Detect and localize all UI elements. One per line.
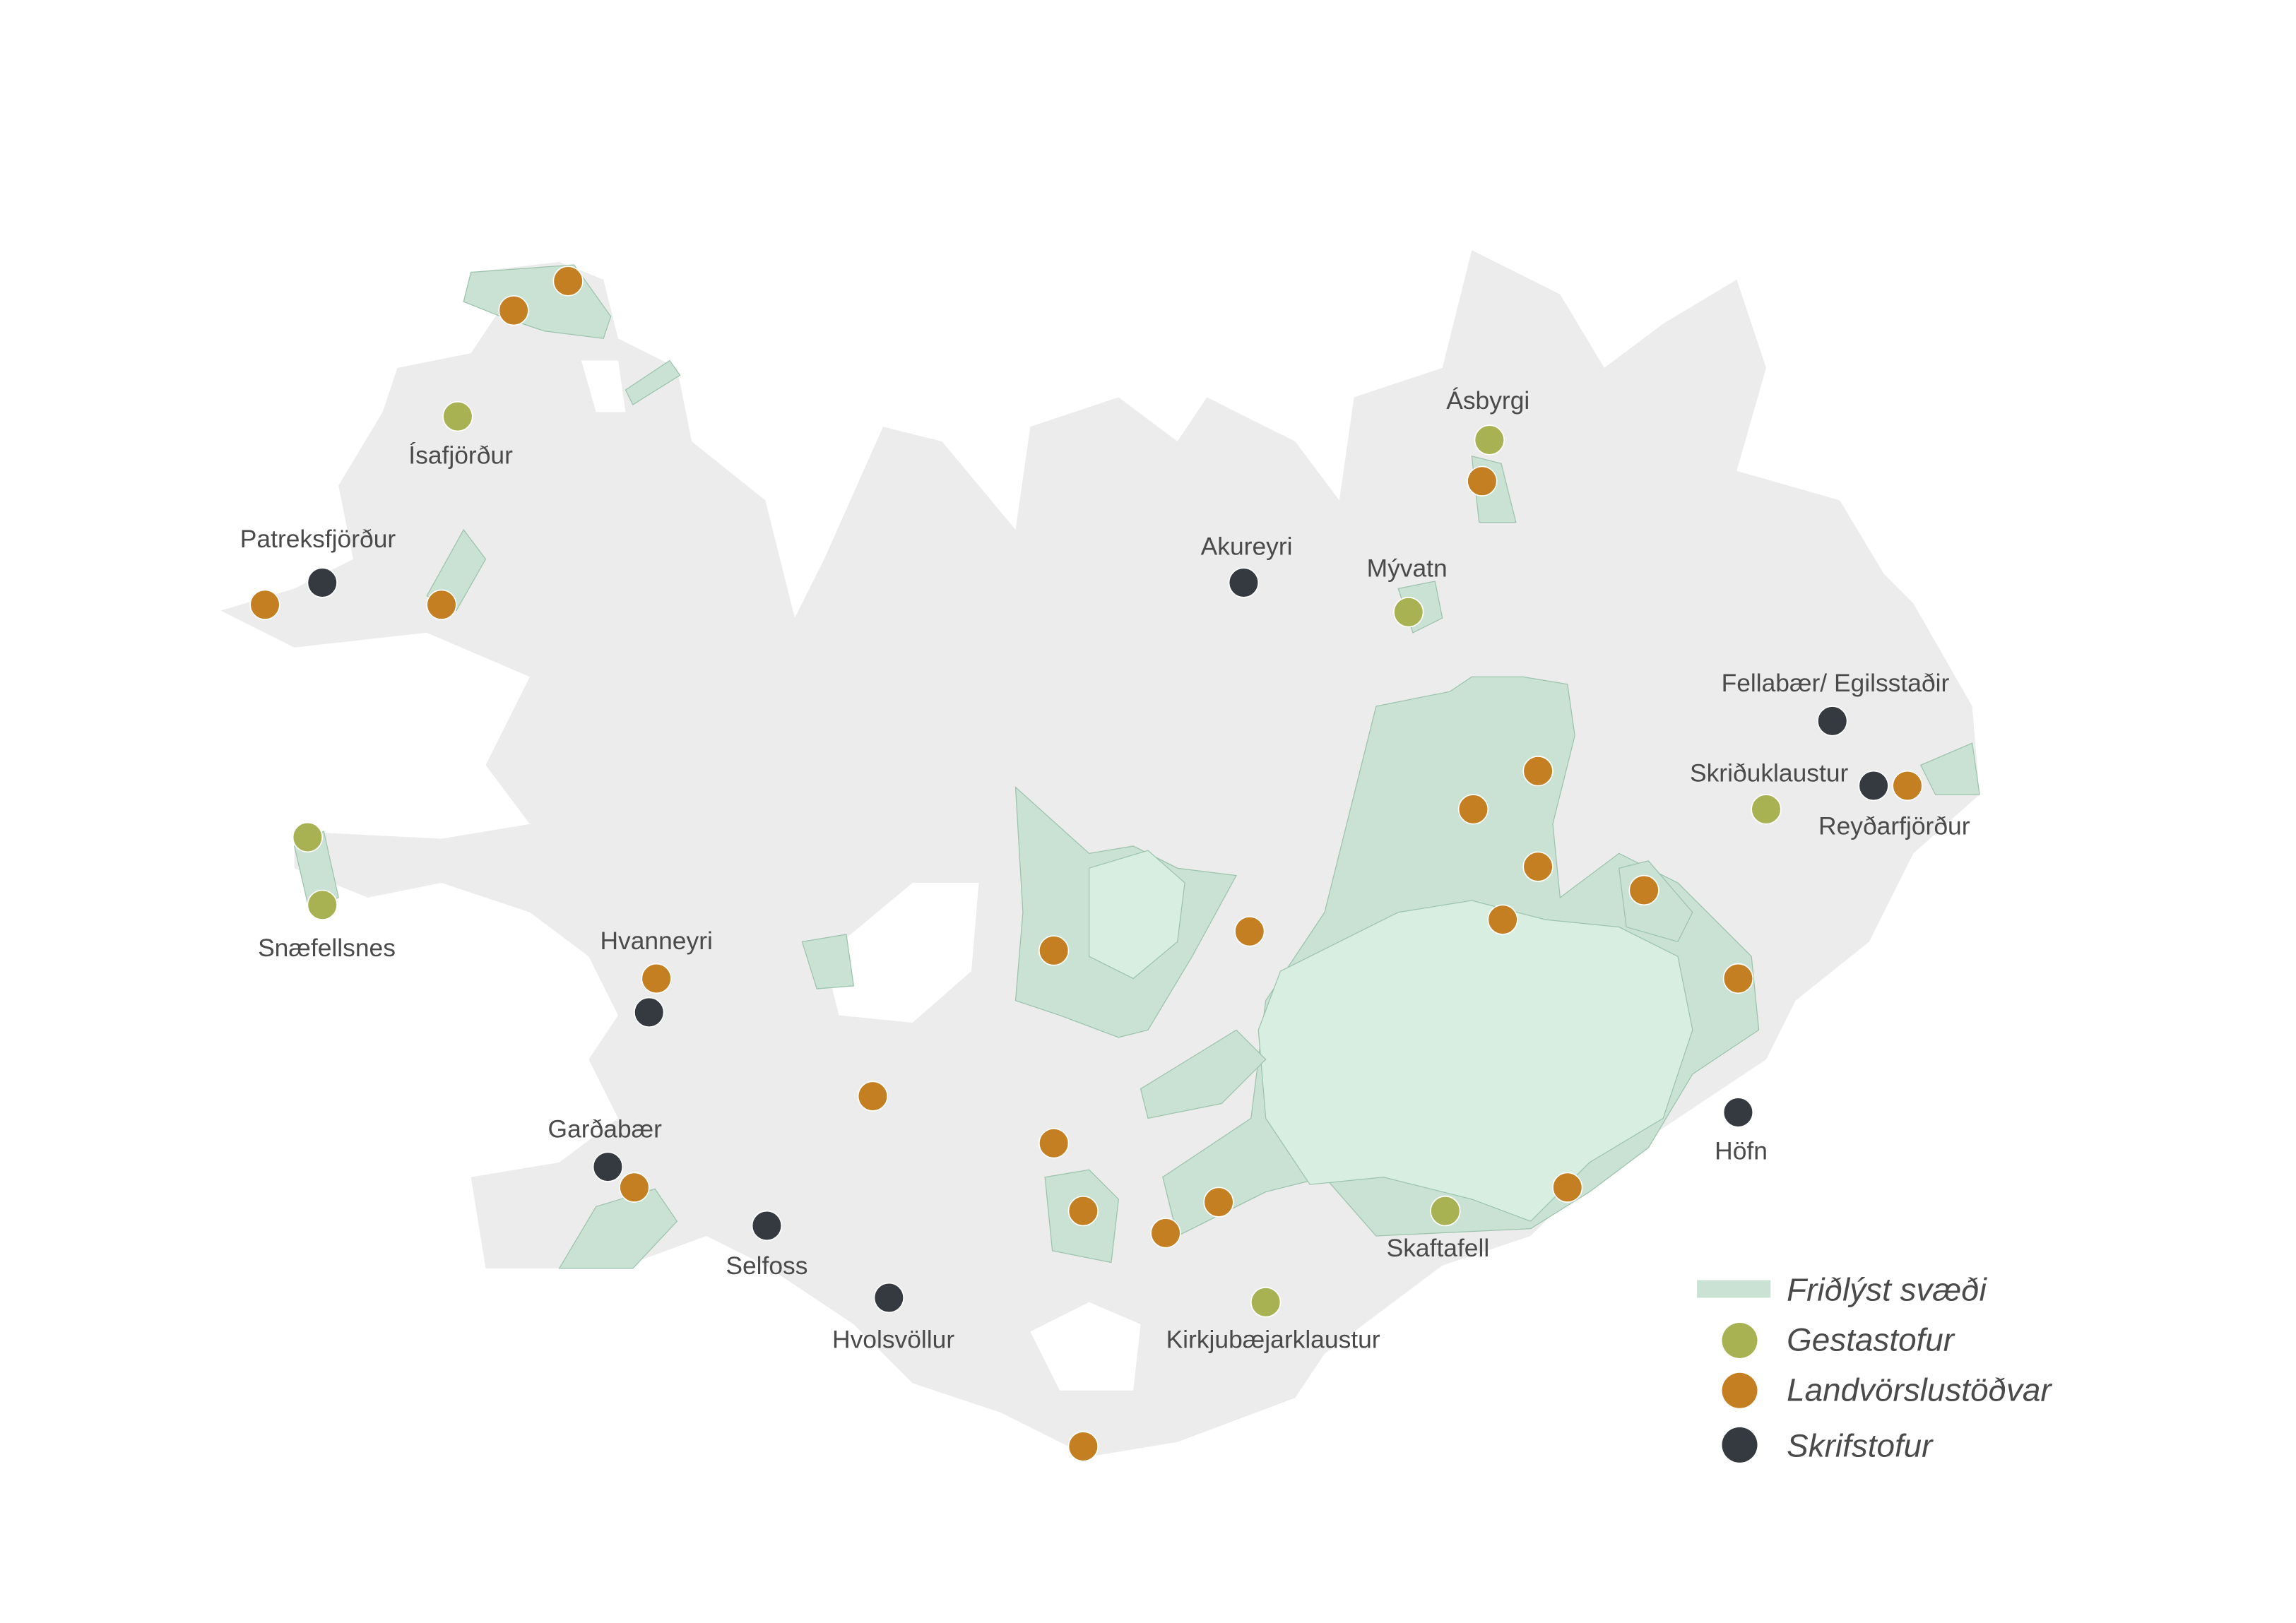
protected-area bbox=[801, 934, 855, 989]
ranger-station-marker[interactable] bbox=[1892, 770, 1923, 802]
ranger-station-marker[interactable] bbox=[641, 963, 672, 994]
place-label: Patreksfjörður bbox=[240, 525, 396, 553]
ranger-station-marker[interactable] bbox=[1467, 465, 1498, 497]
place-label: Reyðarfjörður bbox=[1818, 812, 1970, 840]
markers-layer bbox=[249, 266, 1923, 1462]
visitor-center-marker[interactable] bbox=[1751, 794, 1782, 825]
labels-layer: Ísafjörður Patreksfjörður Ásbyrgi Akurey… bbox=[240, 386, 1970, 1353]
legend-visitor-center-dot bbox=[1722, 1322, 1758, 1358]
ranger-station-marker[interactable] bbox=[857, 1081, 889, 1112]
legend-office-label: Skrifstofur bbox=[1787, 1428, 1934, 1464]
protected-area bbox=[558, 1188, 678, 1269]
ranger-station-marker[interactable] bbox=[1067, 1195, 1099, 1227]
ranger-station-marker[interactable] bbox=[1628, 874, 1659, 906]
ranger-station-marker[interactable] bbox=[619, 1172, 650, 1203]
place-label: Kirkjubæjarklaustur bbox=[1166, 1325, 1380, 1353]
ranger-station-marker[interactable] bbox=[1067, 1431, 1099, 1462]
protected-area bbox=[1140, 1029, 1267, 1119]
legend-office-dot bbox=[1722, 1427, 1758, 1463]
place-label: Selfoss bbox=[726, 1252, 807, 1280]
place-label: Ísafjörður bbox=[408, 441, 513, 469]
place-label: Hvanneyri bbox=[600, 927, 712, 955]
office-marker[interactable] bbox=[1817, 706, 1848, 737]
office-marker[interactable] bbox=[751, 1210, 783, 1242]
legend-ranger-station-dot bbox=[1722, 1372, 1758, 1408]
protected-area bbox=[625, 359, 681, 405]
legend: Friðlýst svæði Gestastofur Landvörslustö… bbox=[1697, 1272, 2052, 1464]
visitor-center-marker[interactable] bbox=[1474, 424, 1505, 456]
visitor-center-marker[interactable] bbox=[1430, 1195, 1461, 1227]
ranger-station-marker[interactable] bbox=[1522, 851, 1554, 882]
office-marker[interactable] bbox=[1858, 770, 1889, 802]
visitor-center-marker[interactable] bbox=[307, 889, 338, 920]
ranger-station-marker[interactable] bbox=[498, 295, 529, 326]
visitor-center-marker[interactable] bbox=[1250, 1287, 1282, 1318]
office-marker[interactable] bbox=[1722, 1097, 1754, 1128]
ranger-station-marker[interactable] bbox=[1552, 1172, 1583, 1203]
place-label: Skaftafell bbox=[1387, 1234, 1490, 1262]
place-label: Hvolsvöllur bbox=[832, 1325, 954, 1353]
ranger-station-marker[interactable] bbox=[1522, 756, 1554, 787]
visitor-center-marker[interactable] bbox=[1393, 597, 1424, 628]
ranger-station-marker[interactable] bbox=[1457, 794, 1489, 825]
lake bbox=[581, 360, 626, 412]
place-label: Skriðuklaustur bbox=[1690, 759, 1849, 787]
protected-area bbox=[1919, 742, 1980, 795]
place-label: Snæfellsnes bbox=[258, 934, 396, 962]
ranger-station-marker[interactable] bbox=[552, 266, 584, 297]
ranger-station-marker[interactable] bbox=[1203, 1187, 1234, 1218]
protected-area bbox=[1089, 850, 1185, 980]
legend-ranger-station-label: Landvörslustöðvar bbox=[1787, 1372, 2052, 1408]
ranger-station-marker[interactable] bbox=[1150, 1218, 1181, 1249]
lake bbox=[1030, 1302, 1141, 1391]
place-label: Höfn bbox=[1715, 1137, 1768, 1165]
lake bbox=[824, 883, 979, 1023]
legend-protected-area-label: Friðlýst svæði bbox=[1787, 1272, 1987, 1308]
legend-protected-area-swatch bbox=[1697, 1280, 1771, 1298]
office-marker[interactable] bbox=[873, 1282, 905, 1314]
office-marker[interactable] bbox=[634, 997, 665, 1028]
place-label: Ásbyrgi bbox=[1446, 386, 1529, 415]
place-label: Garðabær bbox=[548, 1114, 663, 1143]
ranger-station-marker[interactable] bbox=[426, 589, 457, 620]
visitor-center-marker[interactable] bbox=[292, 821, 324, 853]
office-marker[interactable] bbox=[592, 1151, 624, 1182]
ranger-station-marker[interactable] bbox=[249, 589, 280, 620]
ranger-station-marker[interactable] bbox=[1038, 1128, 1070, 1159]
ranger-station-marker[interactable] bbox=[1234, 916, 1265, 947]
place-label: Akureyri bbox=[1201, 532, 1293, 560]
office-marker[interactable] bbox=[1228, 567, 1260, 598]
ranger-station-marker[interactable] bbox=[1038, 935, 1070, 966]
visitor-center-marker[interactable] bbox=[442, 400, 473, 432]
office-marker[interactable] bbox=[307, 567, 338, 598]
ranger-station-marker[interactable] bbox=[1487, 904, 1518, 935]
place-label: Fellabær/ Egilsstaðir bbox=[1722, 669, 1950, 697]
ranger-station-marker[interactable] bbox=[1722, 963, 1754, 994]
place-label: Mývatn bbox=[1367, 554, 1448, 583]
legend-visitor-center-label: Gestastofur bbox=[1787, 1322, 1955, 1358]
